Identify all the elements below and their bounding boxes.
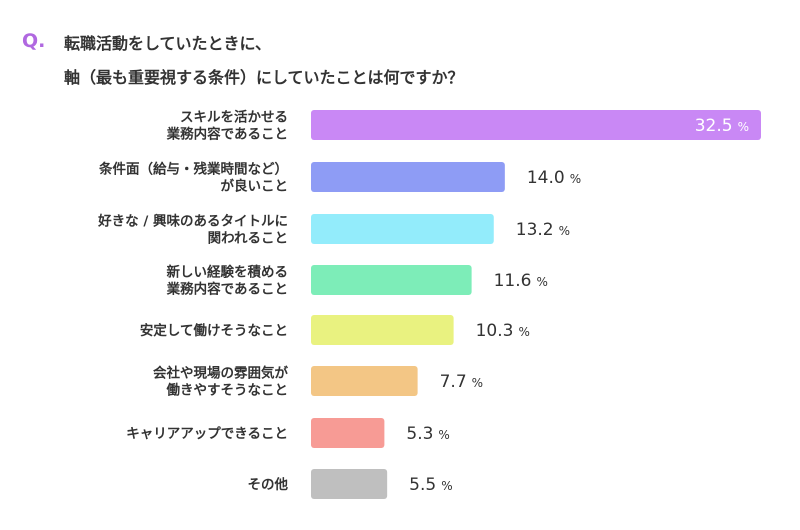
value-label-2: 14.0%	[527, 168, 581, 188]
bar-4	[311, 265, 472, 295]
value-label-8: 5.5%	[409, 475, 452, 495]
category-label-4-line-2: 業務内容であること	[166, 281, 288, 298]
category-label-6-line-1: 会社や現場の雰囲気が	[153, 365, 288, 382]
value-label-3: 13.2%	[516, 220, 570, 240]
bar-5	[311, 315, 454, 345]
category-label-4-line-1: 新しい経験を積める	[167, 264, 289, 281]
question-title-line-1: 転職活動をしていたときに、	[64, 34, 272, 53]
category-label-1-line-2: 業務内容であること	[166, 126, 288, 143]
value-label-7: 5.3%	[406, 424, 449, 444]
bar-7	[311, 418, 385, 448]
question-title-line-2: 軸（最も重要視する条件）にしていたことは何ですか？	[64, 68, 464, 87]
bar-3	[311, 214, 494, 244]
bar-6	[311, 366, 418, 396]
category-label-6-line-2: 働きやすそうなこと	[166, 382, 289, 399]
value-label-6: 7.7%	[440, 372, 483, 392]
category-label-3-line-2: 関われること	[208, 231, 288, 247]
category-label-2-line-2: が良いこと	[221, 178, 289, 195]
bar-8	[311, 469, 388, 499]
category-label-2-line-1: 条件面（給与・残業時間など）	[98, 161, 288, 178]
bar-2	[311, 162, 505, 192]
category-label-7-line-1: キャリアアップできること	[126, 426, 288, 442]
value-label-4: 11.6%	[494, 271, 548, 291]
question-mark: Q.	[22, 30, 46, 52]
value-label-1: 32.5%	[695, 116, 749, 136]
bar-1	[311, 110, 761, 140]
category-label-3-line-1: 好きな / 興味のあるタイトルに	[97, 213, 288, 230]
category-label-5-line-1: 安定して働けそうなこと	[140, 322, 288, 339]
category-label-1-line-1: スキルを活かせる	[180, 109, 288, 126]
value-label-5: 10.3%	[476, 321, 530, 341]
category-label-8-line-1: その他	[248, 476, 289, 493]
